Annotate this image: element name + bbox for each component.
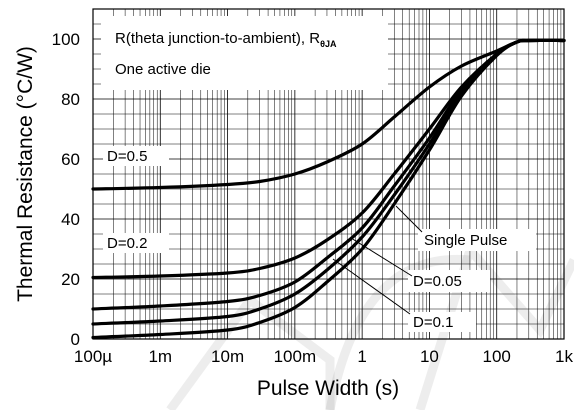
y-tick-labels: 0 20 40 60 80 100 [52,30,80,349]
title-subscript: θJA [320,39,337,49]
label-bg-d005 [408,270,490,292]
series-label-d02: D=0.2 [107,235,147,252]
x-tick-label: 100m [274,347,317,366]
series-label-d05: D=0.5 [107,148,147,165]
series-line-d-0-1 [91,38,566,340]
title-main: R(theta junction-to-ambient), R [115,30,320,47]
x-tick-label: 1k [555,347,573,366]
x-tick-label: 100µ [74,347,112,366]
label-bg-d01 [408,312,476,332]
label-bg-d02 [103,233,169,253]
series-layer [91,38,566,340]
leader-d01 [332,258,411,315]
plot-frame [92,8,565,340]
y-tick-label: 0 [71,330,80,349]
y-tick-label: 60 [61,150,80,169]
leader-single-pulse [395,205,423,233]
y-tick-label: 80 [61,90,80,109]
title-box [101,16,388,90]
series-label-single-pulse: Single Pulse [424,232,507,249]
title-line-1: R(theta junction-to-ambient), RθJA [115,30,337,49]
y-tick-label: 20 [61,270,80,289]
label-bg-single [418,229,536,251]
x-tick-label: 10 [420,347,439,366]
x-tick-labels: 100µ 1m 10m 100m 1 10 100 1k [74,347,574,366]
series-label-d01: D=0.1 [413,314,453,331]
x-tick-label: 10m [211,347,244,366]
x-tick-label: 1m [148,347,172,366]
series-label-d005: D=0.05 [413,273,462,290]
leader-d005 [350,237,413,277]
x-axis-title: Pulse Width (s) [257,377,399,400]
y-tick-label: 100 [52,30,80,49]
x-tick-label: 1 [357,347,366,366]
x-tick-label: 100 [483,347,511,366]
y-tick-label: 40 [61,210,80,229]
label-bg-d05 [103,146,169,166]
y-axis-title: Thermal Resistance (°C/W) [14,46,37,302]
title-line-2: One active die [115,61,211,78]
